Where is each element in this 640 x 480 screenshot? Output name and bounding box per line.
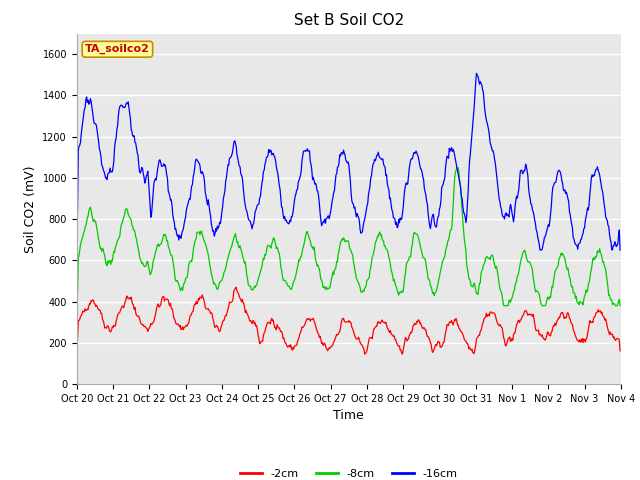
Y-axis label: Soil CO2 (mV): Soil CO2 (mV) xyxy=(24,165,37,252)
X-axis label: Time: Time xyxy=(333,409,364,422)
Title: Set B Soil CO2: Set B Soil CO2 xyxy=(294,13,404,28)
Text: TA_soilco2: TA_soilco2 xyxy=(85,44,150,54)
Legend: -2cm, -8cm, -16cm: -2cm, -8cm, -16cm xyxy=(236,465,462,480)
